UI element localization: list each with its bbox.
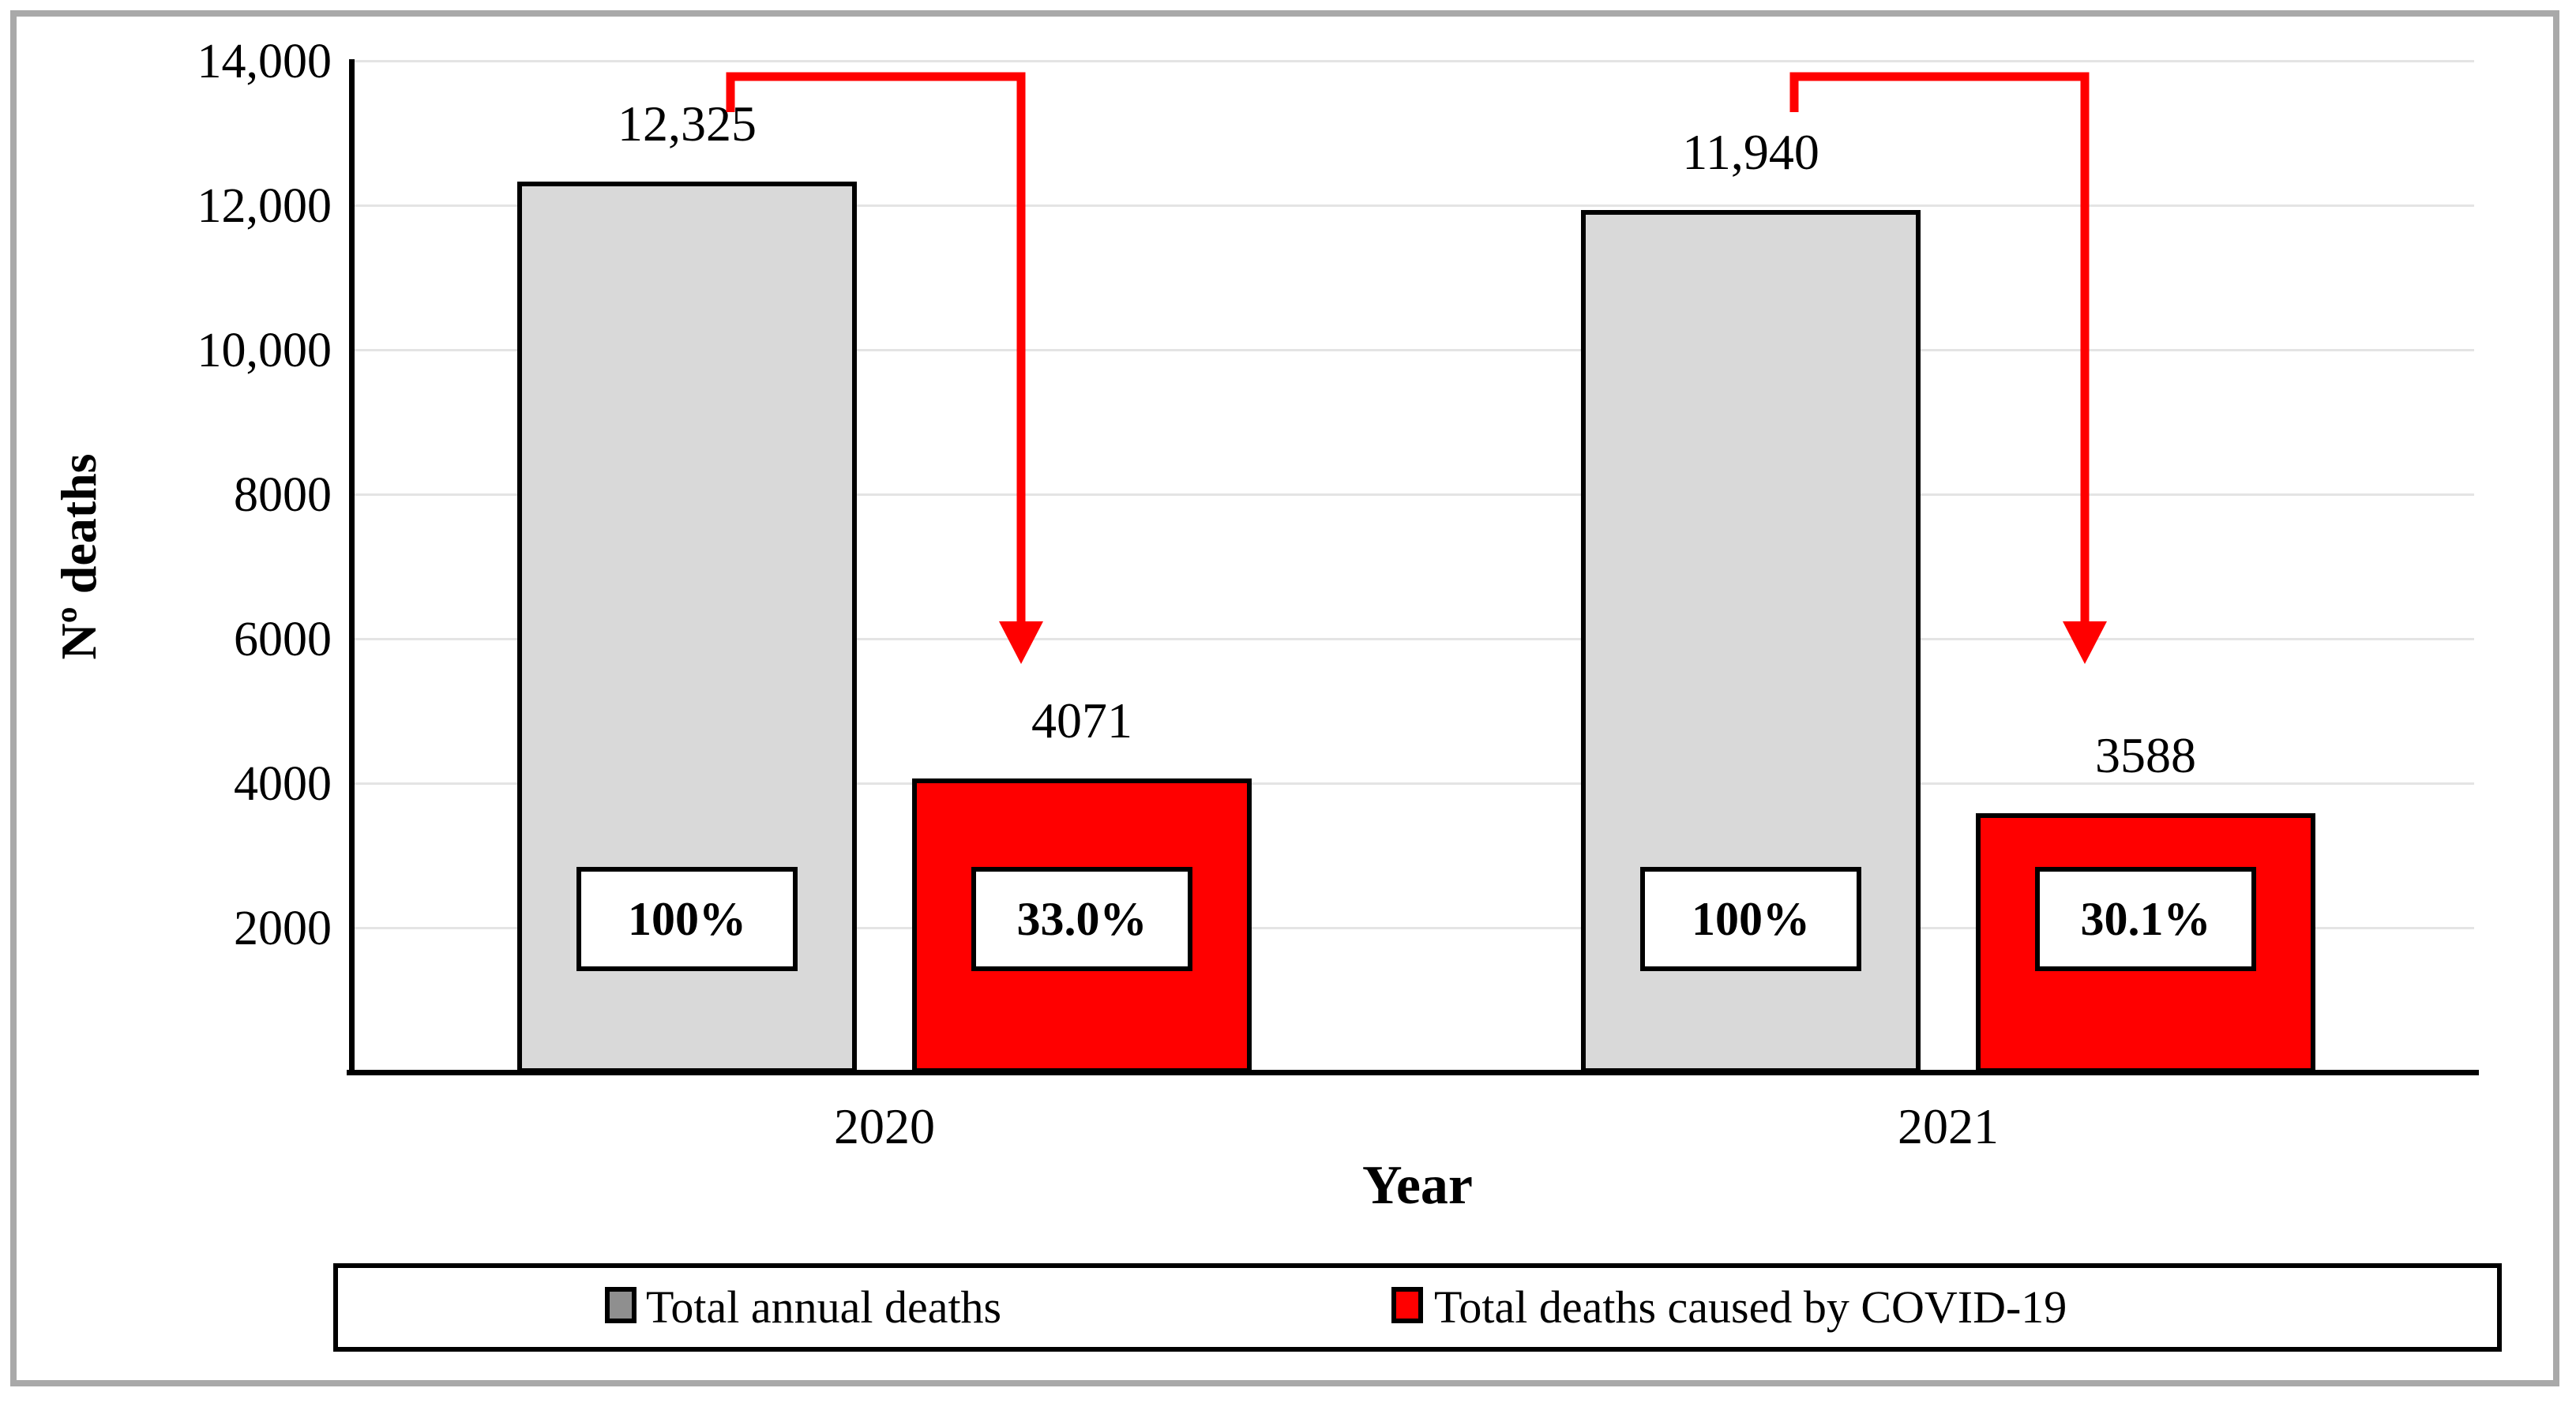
y-tick-12000: 12,000 — [197, 179, 332, 233]
gridline-8000 — [353, 493, 2474, 496]
legend-label-total-deaths: Total annual deaths — [646, 1281, 1002, 1333]
percent-box-total-2020: 100% — [576, 867, 798, 971]
x-axis-line — [347, 1070, 2479, 1075]
percent-box-covid-2021: 30.1% — [2035, 867, 2256, 971]
x-tick-2020: 2020 — [834, 1098, 935, 1154]
y-tick-6000: 6000 — [234, 613, 332, 666]
legend-swatch-total-deaths — [605, 1287, 636, 1323]
value-label-total-2021: 11,940 — [1682, 124, 1819, 180]
x-tick-2021: 2021 — [1898, 1098, 1999, 1154]
value-label-total-2020: 12,325 — [618, 96, 757, 152]
percent-box-covid-2020: 33.0% — [971, 867, 1192, 971]
y-tick-14000: 14,000 — [197, 35, 332, 88]
y-tick-4000: 4000 — [234, 757, 332, 811]
gridline-10000 — [353, 349, 2474, 351]
gridline-2000 — [353, 927, 2474, 929]
y-tick-8000: 8000 — [234, 468, 332, 522]
y-axis-title: Nº deaths — [51, 453, 107, 660]
value-label-covid-2020: 4071 — [1031, 692, 1132, 748]
gridline-6000 — [353, 638, 2474, 640]
value-label-covid-2021: 3588 — [2095, 727, 2196, 783]
y-tick-10000: 10,000 — [197, 324, 332, 377]
gridline-12000 — [353, 204, 2474, 207]
figure-border — [10, 10, 2559, 1386]
y-tick-2000: 2000 — [234, 902, 332, 955]
legend-label-covid-deaths: Total deaths caused by COVID-19 — [1434, 1281, 2067, 1333]
legend-swatch-covid-deaths — [1391, 1287, 1423, 1323]
gridline-4000 — [353, 782, 2474, 785]
gridline-14000 — [353, 60, 2474, 62]
y-axis-line — [349, 59, 355, 1075]
x-axis-title: Year — [1362, 1155, 1473, 1216]
percent-box-total-2021: 100% — [1640, 867, 1861, 971]
